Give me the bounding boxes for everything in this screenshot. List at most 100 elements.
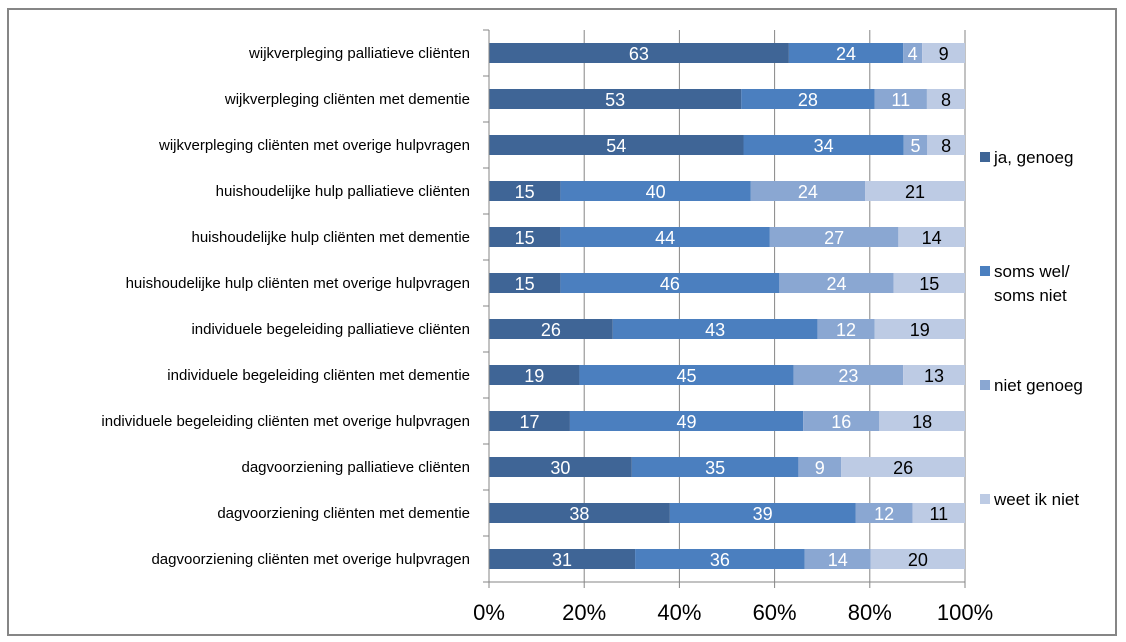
data-label: 14 bbox=[828, 550, 848, 570]
data-label: 44 bbox=[655, 228, 675, 248]
x-tick-label: 40% bbox=[657, 600, 701, 625]
legend-label: weet ik niet bbox=[993, 490, 1079, 509]
bar-segment bbox=[489, 273, 561, 293]
category-label: individuele begeleiding cliënten met ove… bbox=[101, 413, 470, 430]
bar-segment bbox=[803, 411, 880, 431]
bar-segment bbox=[489, 89, 742, 109]
bar-segment bbox=[489, 135, 744, 155]
bar-segment bbox=[788, 43, 904, 63]
bar-segment bbox=[750, 181, 866, 201]
bar-segment bbox=[879, 411, 965, 431]
bar-segment bbox=[569, 411, 804, 431]
data-label: 30 bbox=[550, 458, 570, 478]
data-label: 43 bbox=[705, 320, 725, 340]
data-label: 49 bbox=[677, 412, 697, 432]
bar-segment bbox=[893, 273, 965, 293]
legend-swatch bbox=[980, 152, 990, 162]
data-label: 12 bbox=[836, 320, 856, 340]
bar-segment bbox=[489, 365, 580, 385]
data-label: 9 bbox=[939, 44, 949, 64]
bar-segment bbox=[874, 89, 927, 109]
bar-segment bbox=[903, 365, 965, 385]
data-label: 36 bbox=[710, 550, 730, 570]
category-label: dagvoorziening cliënten met dementie bbox=[217, 505, 470, 522]
legend-label: soms niet bbox=[994, 286, 1067, 305]
category-label: wijkverpleging cliënten met overige hulp… bbox=[158, 137, 470, 154]
category-label: dagvoorziening cliënten met overige hulp… bbox=[151, 551, 470, 568]
data-label: 24 bbox=[798, 182, 818, 202]
data-label: 38 bbox=[569, 504, 589, 524]
bar-segment bbox=[903, 43, 923, 63]
data-label: 14 bbox=[922, 228, 942, 248]
data-label: 34 bbox=[814, 136, 834, 156]
bar-segment bbox=[769, 227, 899, 247]
bar-segment bbox=[612, 319, 818, 339]
legend-label: soms wel/ bbox=[994, 262, 1070, 281]
bar-segment bbox=[489, 549, 636, 569]
bars bbox=[489, 43, 965, 569]
data-label: 13 bbox=[924, 366, 944, 386]
bar-segment bbox=[841, 457, 965, 477]
category-label: wijkverpleging palliatieve cliënten bbox=[248, 45, 470, 62]
data-label: 24 bbox=[836, 44, 856, 64]
bar-segment bbox=[870, 549, 965, 569]
data-label: 39 bbox=[753, 504, 773, 524]
data-label: 12 bbox=[874, 504, 894, 524]
bar-segment bbox=[926, 89, 965, 109]
legend-swatch bbox=[980, 494, 990, 504]
bar-segment bbox=[927, 135, 965, 155]
x-tick-label: 60% bbox=[753, 600, 797, 625]
data-label: 63 bbox=[629, 44, 649, 64]
bar-segment bbox=[489, 411, 570, 431]
category-label: dagvoorziening palliatieve cliënten bbox=[242, 459, 471, 476]
data-label: 15 bbox=[515, 182, 535, 202]
bar-segment bbox=[560, 227, 770, 247]
bar-segment bbox=[804, 549, 871, 569]
data-label: 53 bbox=[605, 90, 625, 110]
data-label: 20 bbox=[908, 550, 928, 570]
data-label: 31 bbox=[552, 550, 572, 570]
category-label: individuele begeleiding palliatieve clië… bbox=[191, 321, 470, 338]
data-label: 19 bbox=[524, 366, 544, 386]
data-label: 5 bbox=[911, 136, 921, 156]
bar-segment bbox=[560, 181, 751, 201]
data-label: 8 bbox=[941, 136, 951, 156]
bar-segment bbox=[489, 43, 789, 63]
data-label: 24 bbox=[826, 274, 846, 294]
bar-segment bbox=[817, 319, 875, 339]
bar-segment bbox=[874, 319, 965, 339]
category-label: huishoudelijke hulp cliënten met dementi… bbox=[191, 229, 470, 246]
data-label: 18 bbox=[912, 412, 932, 432]
bar-segment bbox=[741, 89, 875, 109]
data-label: 28 bbox=[798, 90, 818, 110]
data-label: 46 bbox=[660, 274, 680, 294]
bar-segment bbox=[635, 549, 805, 569]
data-label: 15 bbox=[515, 228, 535, 248]
category-label: wijkverpleging cliënten met dementie bbox=[224, 91, 470, 108]
data-label: 8 bbox=[941, 90, 951, 110]
data-label: 27 bbox=[824, 228, 844, 248]
data-label: 21 bbox=[905, 182, 925, 202]
category-label: huishoudelijke hulp palliatieve cliënten bbox=[216, 183, 470, 200]
data-label: 40 bbox=[646, 182, 666, 202]
bar-segment bbox=[865, 181, 965, 201]
legend-label: ja, genoeg bbox=[993, 148, 1073, 167]
data-label: 17 bbox=[519, 412, 539, 432]
bar-segment bbox=[631, 457, 799, 477]
data-label: 4 bbox=[908, 44, 918, 64]
category-label: huishoudelijke hulp cliënten met overige… bbox=[126, 275, 470, 292]
bar-segment bbox=[779, 273, 894, 293]
category-label: individuele begeleiding cliënten met dem… bbox=[167, 367, 470, 384]
bar-segment bbox=[912, 503, 965, 523]
bar-segment bbox=[855, 503, 913, 523]
bar-segment bbox=[922, 43, 965, 63]
bar-segment bbox=[903, 135, 928, 155]
data-label: 16 bbox=[831, 412, 851, 432]
data-label: 15 bbox=[919, 274, 939, 294]
bar-segment bbox=[489, 319, 613, 339]
bar-segment bbox=[579, 365, 794, 385]
data-label: 35 bbox=[705, 458, 725, 478]
bar-segment bbox=[743, 135, 904, 155]
